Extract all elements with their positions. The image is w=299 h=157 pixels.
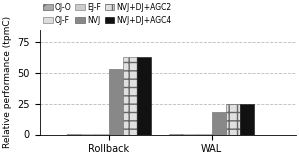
Bar (95, 134, 109, 135)
Bar (226, 104, 240, 135)
Bar (197, 134, 211, 135)
Y-axis label: Relative performance (tpmC): Relative performance (tpmC) (3, 16, 12, 148)
Legend: OJ-O, OJ-F, EJ-F, NVJ, NVJ+DJ+AGC2, NVJ+DJ+AGC4: OJ-O, OJ-F, EJ-F, NVJ, NVJ+DJ+AGC2, NVJ+… (43, 3, 171, 25)
Bar (66, 134, 81, 135)
Bar (137, 57, 151, 135)
Bar (123, 57, 137, 135)
Bar (211, 112, 226, 135)
Bar (240, 104, 254, 135)
Bar (109, 69, 123, 135)
Bar (81, 134, 95, 135)
Bar (183, 134, 197, 135)
Bar (169, 134, 183, 135)
